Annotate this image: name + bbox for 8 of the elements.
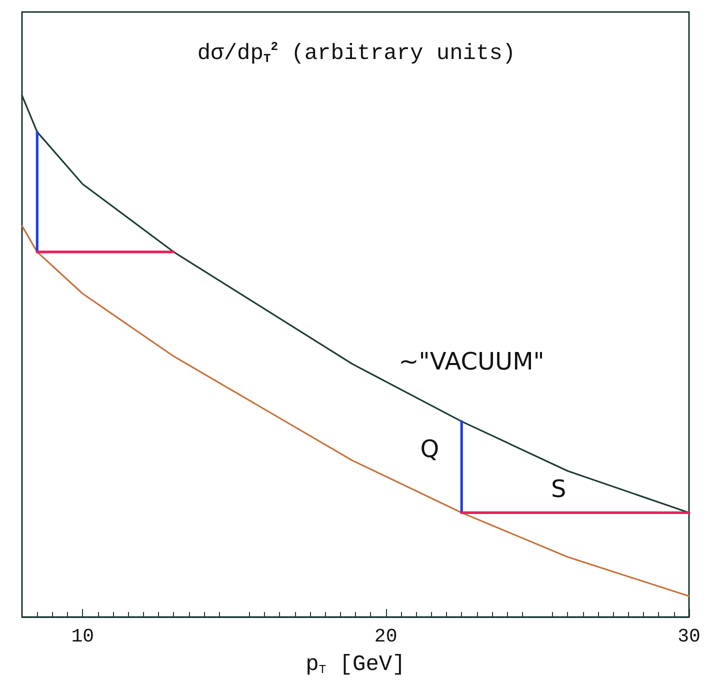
annotation: S	[551, 475, 566, 504]
x-axis-title: pT [GeV]	[306, 652, 406, 677]
chart-title: dσ/dpT2 (arbitrary units)	[197, 40, 516, 66]
annotation: Q	[420, 434, 440, 463]
x-tick-label: 30	[678, 626, 700, 648]
x-tick-label: 20	[374, 626, 398, 648]
annotation: ~"VACUUM"	[398, 347, 544, 376]
x-tick-label: 10	[71, 626, 94, 648]
